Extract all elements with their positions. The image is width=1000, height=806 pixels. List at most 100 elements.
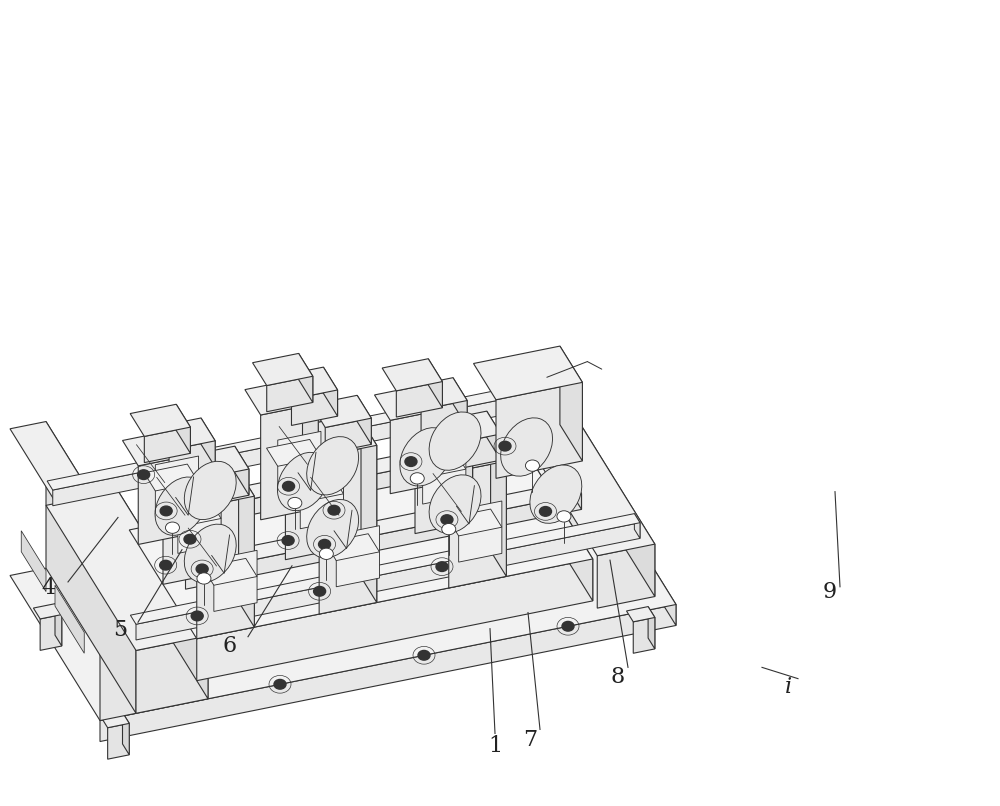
Polygon shape: [163, 468, 221, 584]
Polygon shape: [33, 604, 62, 619]
Polygon shape: [108, 724, 129, 759]
Circle shape: [283, 481, 295, 491]
Polygon shape: [455, 434, 501, 469]
Ellipse shape: [400, 428, 452, 486]
Polygon shape: [235, 447, 249, 495]
Circle shape: [160, 560, 172, 570]
Polygon shape: [180, 429, 196, 533]
Polygon shape: [423, 443, 466, 504]
Polygon shape: [433, 436, 506, 472]
Polygon shape: [147, 442, 221, 480]
Polygon shape: [291, 390, 338, 426]
Polygon shape: [319, 445, 377, 614]
Polygon shape: [597, 544, 655, 608]
Circle shape: [191, 611, 203, 621]
Polygon shape: [559, 498, 587, 513]
Polygon shape: [47, 380, 557, 490]
Polygon shape: [648, 607, 655, 649]
Polygon shape: [303, 420, 377, 457]
Polygon shape: [336, 526, 379, 587]
Polygon shape: [46, 422, 136, 713]
Polygon shape: [453, 378, 467, 426]
Polygon shape: [311, 395, 371, 427]
Text: 5: 5: [113, 619, 127, 642]
Circle shape: [319, 548, 333, 559]
Polygon shape: [245, 378, 318, 415]
Polygon shape: [46, 491, 208, 650]
Polygon shape: [361, 420, 377, 603]
Polygon shape: [201, 418, 215, 467]
Polygon shape: [426, 506, 541, 539]
Polygon shape: [581, 498, 587, 540]
Polygon shape: [457, 402, 473, 522]
Polygon shape: [53, 388, 557, 506]
Polygon shape: [289, 476, 343, 503]
Circle shape: [442, 524, 456, 535]
Polygon shape: [626, 607, 655, 622]
Polygon shape: [447, 509, 502, 536]
Polygon shape: [586, 459, 676, 625]
Polygon shape: [214, 550, 257, 612]
Polygon shape: [55, 604, 62, 646]
Polygon shape: [40, 614, 62, 650]
Polygon shape: [496, 382, 582, 479]
Polygon shape: [357, 395, 371, 444]
Polygon shape: [130, 405, 190, 436]
Polygon shape: [285, 418, 343, 559]
Polygon shape: [325, 418, 371, 454]
Circle shape: [165, 522, 179, 534]
Polygon shape: [197, 559, 593, 680]
Polygon shape: [144, 426, 548, 519]
Polygon shape: [253, 353, 313, 385]
Polygon shape: [239, 471, 254, 627]
Ellipse shape: [429, 475, 481, 533]
Polygon shape: [432, 384, 448, 482]
Polygon shape: [399, 402, 473, 439]
Circle shape: [184, 534, 196, 544]
Polygon shape: [129, 450, 593, 638]
Polygon shape: [521, 421, 655, 556]
Text: 1: 1: [488, 734, 502, 757]
Circle shape: [196, 564, 208, 574]
Polygon shape: [118, 491, 208, 699]
Polygon shape: [459, 501, 502, 562]
Polygon shape: [299, 353, 313, 402]
Polygon shape: [374, 384, 448, 421]
Polygon shape: [138, 455, 196, 545]
Polygon shape: [100, 604, 676, 742]
Polygon shape: [396, 381, 442, 417]
Polygon shape: [178, 481, 582, 574]
Polygon shape: [270, 392, 343, 429]
Polygon shape: [300, 467, 343, 529]
Circle shape: [314, 587, 326, 596]
Ellipse shape: [530, 465, 582, 523]
Polygon shape: [123, 713, 129, 754]
Circle shape: [197, 573, 211, 584]
Polygon shape: [136, 636, 208, 713]
Polygon shape: [10, 422, 136, 574]
Circle shape: [138, 470, 150, 480]
Polygon shape: [325, 534, 379, 561]
Polygon shape: [327, 392, 343, 548]
Polygon shape: [560, 346, 582, 461]
Polygon shape: [181, 471, 254, 508]
Polygon shape: [203, 559, 257, 585]
Circle shape: [288, 497, 302, 509]
Polygon shape: [302, 378, 318, 509]
Polygon shape: [152, 439, 548, 535]
Polygon shape: [332, 616, 446, 648]
Polygon shape: [261, 403, 318, 520]
Polygon shape: [487, 411, 501, 460]
Ellipse shape: [501, 418, 553, 476]
Polygon shape: [136, 523, 640, 640]
Polygon shape: [390, 409, 448, 493]
Polygon shape: [411, 451, 466, 478]
Polygon shape: [130, 513, 640, 624]
Polygon shape: [266, 439, 321, 466]
Polygon shape: [108, 576, 245, 616]
Ellipse shape: [429, 412, 481, 470]
Polygon shape: [100, 567, 136, 721]
Polygon shape: [415, 428, 473, 534]
Ellipse shape: [184, 524, 236, 583]
Polygon shape: [323, 367, 338, 416]
